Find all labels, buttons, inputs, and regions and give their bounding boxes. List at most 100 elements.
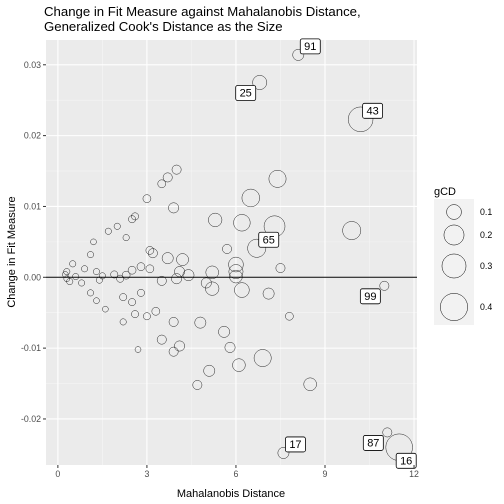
y-tick-label: 0.01 (24, 201, 41, 211)
data-point (171, 164, 182, 175)
data-point (110, 270, 119, 279)
data-point (93, 297, 100, 304)
data-point (205, 281, 220, 296)
data-point (145, 264, 155, 274)
data-points (62, 49, 413, 461)
data-point (228, 256, 244, 273)
data-point (62, 271, 69, 278)
point-label: 17 (285, 436, 306, 453)
data-point (143, 312, 151, 321)
data-point (205, 265, 219, 280)
data-point (342, 221, 362, 240)
data-point (252, 75, 268, 90)
data-point (229, 269, 243, 284)
data-point (382, 427, 393, 438)
point-label-text: 43 (366, 105, 378, 117)
data-point (113, 222, 121, 230)
data-point (122, 234, 130, 242)
legend-title: gCD (434, 186, 456, 198)
data-point (116, 274, 125, 283)
data-point (292, 49, 305, 61)
point-label-box (395, 452, 417, 469)
point-labels: 91 25 43 65 99 17 87 16 (235, 38, 417, 469)
data-point (69, 260, 77, 268)
data-point (131, 212, 139, 221)
legend-label: 0.4 (480, 302, 492, 312)
data-point (142, 194, 152, 203)
data-point (104, 227, 112, 235)
point-label-box (362, 435, 384, 451)
data-point (78, 279, 86, 287)
y-axis-ticks: -0.02 -0.01 0.00 0.01 0.02 0.03 (21, 60, 46, 424)
plot-panel (46, 40, 417, 465)
point-label-text: 91 (304, 41, 316, 53)
data-point (121, 270, 131, 280)
legend-label: 0.1 (480, 207, 492, 217)
data-point (168, 317, 179, 327)
data-point (87, 251, 94, 259)
data-point (119, 318, 127, 326)
data-point (174, 266, 185, 278)
data-point (134, 346, 142, 353)
data-point (171, 273, 182, 285)
point-label: 91 (299, 38, 321, 55)
data-point (176, 253, 189, 266)
data-point (277, 447, 290, 459)
y-axis-title: Change in Fit Measure (6, 196, 18, 307)
point-label-box (359, 288, 381, 305)
data-point (119, 293, 128, 301)
point-label-box (258, 231, 280, 248)
size-legend: gCD 0.1 0.2 0.3 0.4 (434, 186, 492, 325)
point-label: 99 (359, 288, 381, 305)
data-point (182, 269, 195, 282)
data-point (192, 380, 203, 390)
point-label: 16 (395, 452, 417, 469)
data-point (127, 265, 137, 275)
data-point (203, 364, 216, 377)
point-label-box (362, 102, 384, 119)
data-point (95, 276, 103, 284)
data-point (303, 377, 317, 391)
data-point (81, 265, 89, 273)
data-point (161, 252, 174, 265)
data-point (208, 212, 223, 227)
data-point (128, 215, 136, 224)
data-point (233, 214, 251, 232)
data-point (72, 273, 80, 281)
data-point (63, 268, 71, 276)
point-label-box (285, 436, 306, 453)
data-point (162, 172, 173, 183)
data-point (194, 316, 207, 329)
data-point (228, 264, 244, 280)
x-tick-label: 12 (409, 469, 419, 479)
legend-label: 0.3 (480, 261, 492, 271)
data-point (241, 188, 260, 208)
data-point (232, 358, 246, 372)
y-tick-label: 0.00 (24, 272, 41, 282)
x-tick-label: 3 (144, 469, 149, 479)
y-tick-label: 0.03 (24, 60, 41, 70)
data-point (174, 340, 185, 352)
point-label-text: 87 (367, 437, 379, 449)
point-label-text: 99 (364, 291, 376, 303)
data-point (131, 310, 139, 318)
data-point (218, 325, 230, 338)
chart-title-line-1: Change in Fit Measure against Mahalanobi… (44, 4, 361, 19)
data-point (275, 263, 286, 273)
x-tick-label: 0 (55, 469, 60, 479)
x-tick-label: 6 (233, 469, 238, 479)
point-label: 87 (362, 435, 384, 451)
data-point (136, 262, 146, 271)
data-point (222, 244, 232, 254)
point-label-text: 65 (263, 234, 275, 246)
data-point (63, 275, 70, 282)
point-label-text: 25 (240, 88, 252, 100)
legend-key-circle (441, 253, 467, 279)
point-label-text: 17 (289, 439, 301, 451)
point-label: 25 (235, 85, 257, 101)
data-point (200, 277, 212, 289)
x-axis-ticks: 0 3 6 9 12 (55, 465, 419, 479)
data-point (147, 248, 158, 259)
data-point (168, 346, 179, 357)
